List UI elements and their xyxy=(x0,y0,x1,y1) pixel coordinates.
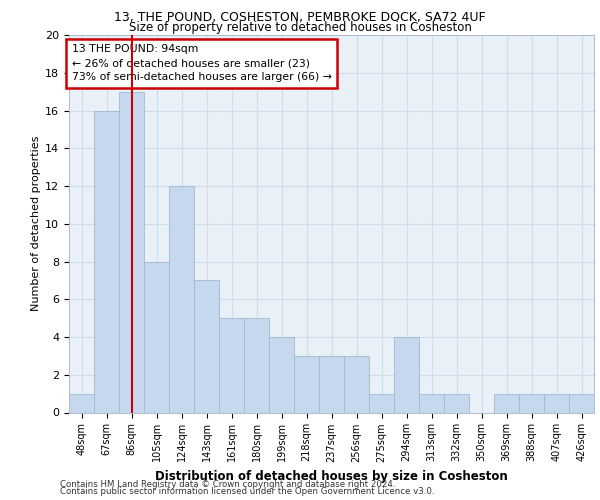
Bar xyxy=(444,394,469,412)
Bar xyxy=(94,110,119,412)
Bar xyxy=(344,356,369,412)
Bar xyxy=(144,262,169,412)
Bar xyxy=(369,394,394,412)
Bar xyxy=(394,337,419,412)
Text: Contains public sector information licensed under the Open Government Licence v3: Contains public sector information licen… xyxy=(60,487,434,496)
Bar xyxy=(269,337,294,412)
Text: Size of property relative to detached houses in Cosheston: Size of property relative to detached ho… xyxy=(128,22,472,35)
Bar xyxy=(494,394,519,412)
Y-axis label: Number of detached properties: Number of detached properties xyxy=(31,136,41,312)
Text: 13, THE POUND, COSHESTON, PEMBROKE DOCK, SA72 4UF: 13, THE POUND, COSHESTON, PEMBROKE DOCK,… xyxy=(114,11,486,24)
Text: 13 THE POUND: 94sqm
← 26% of detached houses are smaller (23)
73% of semi-detach: 13 THE POUND: 94sqm ← 26% of detached ho… xyxy=(71,44,331,82)
Bar xyxy=(319,356,344,412)
Bar xyxy=(169,186,194,412)
Bar xyxy=(194,280,219,412)
Bar xyxy=(244,318,269,412)
Bar xyxy=(544,394,569,412)
X-axis label: Distribution of detached houses by size in Cosheston: Distribution of detached houses by size … xyxy=(155,470,508,483)
Bar xyxy=(569,394,594,412)
Bar xyxy=(519,394,544,412)
Text: Contains HM Land Registry data © Crown copyright and database right 2024.: Contains HM Land Registry data © Crown c… xyxy=(60,480,395,489)
Bar xyxy=(294,356,319,412)
Bar xyxy=(219,318,244,412)
Bar xyxy=(419,394,444,412)
Bar xyxy=(69,394,94,412)
Bar xyxy=(119,92,144,412)
